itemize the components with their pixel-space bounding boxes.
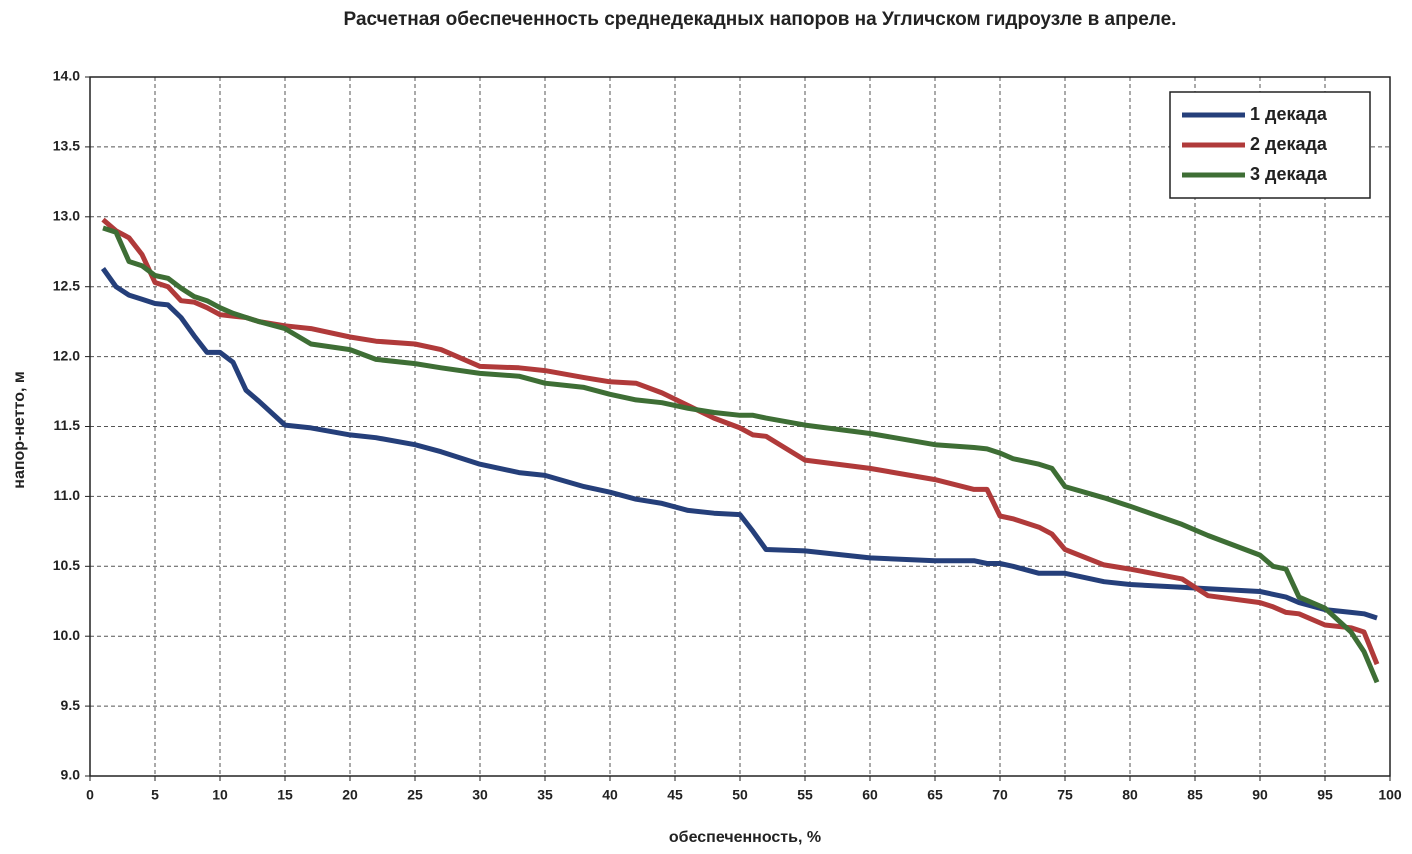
x-tick-label: 30 (472, 787, 488, 803)
x-tick-label: 75 (1057, 787, 1073, 803)
x-tick-label: 70 (992, 787, 1008, 803)
y-tick-label: 11.0 (54, 487, 81, 503)
x-tick-label: 90 (1252, 787, 1268, 803)
x-tick-label: 0 (86, 787, 94, 803)
plot-frame (89, 76, 1391, 777)
legend-label: 2 декада (1250, 134, 1328, 154)
x-tick-label: 20 (342, 787, 358, 803)
x-axis-label: обеспеченность, % (669, 829, 821, 846)
y-tick-label: 11.5 (54, 417, 81, 433)
y-tick-label: 12.0 (53, 347, 80, 363)
chart-title: Расчетная обеспеченность среднедекадных … (344, 9, 1177, 30)
x-tick-label: 40 (602, 787, 618, 803)
x-tick-label: 50 (732, 787, 748, 803)
x-tick-label: 5 (151, 787, 159, 803)
data-line (102, 225, 1380, 684)
x-tick-label: 65 (927, 787, 943, 803)
y-tick-label: 12.5 (53, 277, 80, 293)
x-tick-label: 25 (407, 787, 423, 803)
y-tick-label: 13.5 (53, 138, 80, 154)
y-tick-label: 9.0 (61, 767, 81, 783)
legend-label: 1 декада (1250, 104, 1328, 124)
x-tick-label: 10 (212, 787, 228, 803)
x-tick-label: 100 (1378, 787, 1402, 803)
legend-label: 3 декада (1250, 164, 1328, 184)
y-tick-label: 10.0 (53, 627, 80, 643)
x-tick-label: 80 (1122, 787, 1138, 803)
y-tick-label: 14.0 (53, 68, 80, 84)
y-tick-label: 9.5 (61, 697, 81, 713)
x-tick-label: 15 (277, 787, 293, 803)
x-tick-label: 45 (667, 787, 683, 803)
y-tick-label: 13.0 (53, 208, 80, 224)
data-line (101, 217, 1380, 666)
x-tick-label: 85 (1187, 787, 1203, 803)
x-tick-label: 95 (1317, 787, 1333, 803)
y-tick-label: 10.5 (53, 557, 80, 573)
x-tick-label: 55 (797, 787, 813, 803)
data-line (100, 267, 1378, 621)
x-tick-label: 35 (537, 787, 553, 803)
legend: 1 декада 2 декада 3 декада (1169, 91, 1371, 199)
x-tick-label: 60 (862, 787, 878, 803)
y-axis-label: напор-нетто, м (11, 371, 28, 488)
